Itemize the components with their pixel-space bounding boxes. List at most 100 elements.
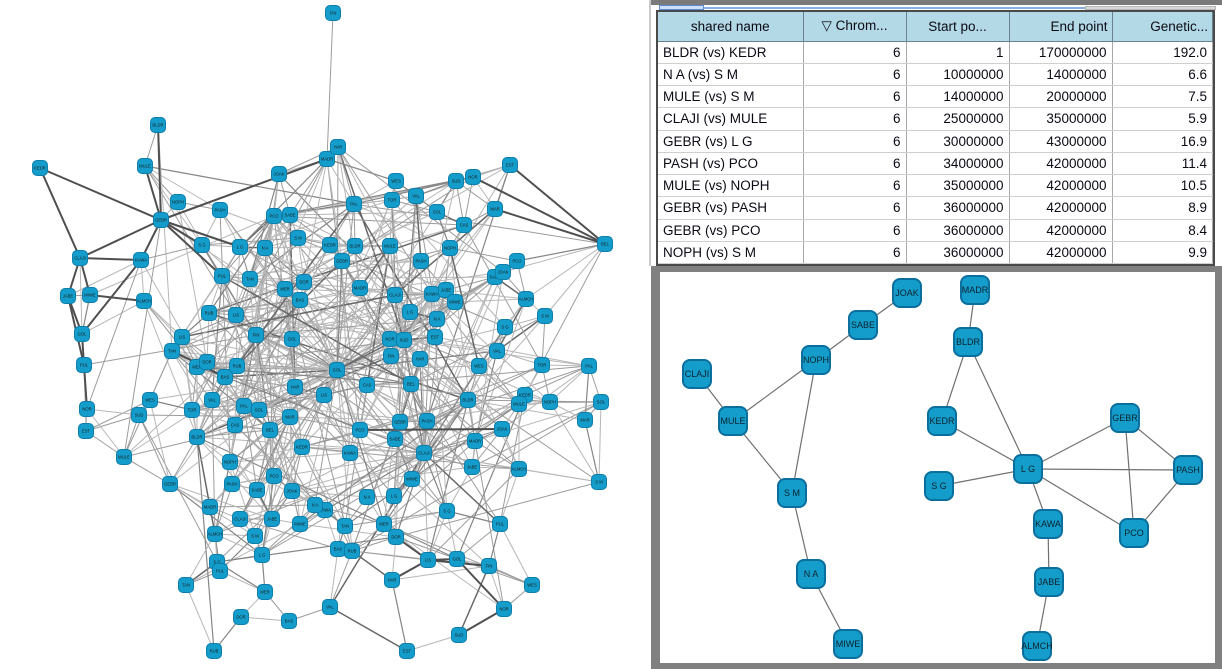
- svg-text:MULE: MULE: [720, 416, 745, 426]
- svg-text:NOPH: NOPH: [544, 400, 556, 405]
- svg-text:KAWA: KAWA: [135, 258, 147, 263]
- svg-text:N A: N A: [312, 503, 319, 508]
- svg-text:DOR: DOR: [202, 360, 211, 365]
- svg-text:ALMCH: ALMCH: [1021, 641, 1053, 651]
- svg-text:JABE: JABE: [267, 517, 278, 522]
- svg-text:SABE: SABE: [251, 488, 262, 493]
- svg-text:EST: EST: [431, 335, 440, 340]
- svg-text:SABE: SABE: [284, 213, 295, 218]
- svg-text:CLAJI: CLAJI: [234, 517, 245, 522]
- svg-text:TAN: TAN: [182, 583, 190, 588]
- svg-text:KAWA: KAWA: [426, 292, 438, 297]
- svg-text:DOR: DOR: [391, 535, 400, 540]
- svg-text:PASH: PASH: [1176, 465, 1200, 475]
- svg-text:TOR: TOR: [388, 198, 397, 203]
- svg-text:MULE: MULE: [513, 402, 525, 407]
- svg-text:BAS: BAS: [296, 298, 305, 303]
- svg-text:CAS: CAS: [363, 383, 372, 388]
- svg-text:WES: WES: [474, 364, 484, 369]
- svg-text:TAN: TAN: [168, 349, 176, 354]
- svg-text:S G: S G: [443, 509, 450, 514]
- svg-text:BEL: BEL: [266, 428, 275, 433]
- svg-text:VAL: VAL: [493, 349, 501, 354]
- svg-text:MER: MER: [192, 365, 201, 370]
- svg-text:DOR: DOR: [299, 280, 308, 285]
- svg-text:SABE: SABE: [389, 437, 400, 442]
- svg-text:PUL: PUL: [218, 274, 227, 279]
- svg-text:GOL: GOL: [453, 557, 463, 562]
- svg-text:NOR: NOR: [468, 175, 477, 180]
- svg-text:SOL: SOL: [597, 400, 606, 405]
- svg-text:CLAJI: CLAJI: [389, 293, 400, 298]
- svg-text:GEBR: GEBR: [394, 420, 406, 425]
- svg-text:PASH: PASH: [421, 419, 432, 424]
- svg-text:NOR: NOR: [82, 407, 91, 412]
- svg-text:RUB: RUB: [205, 311, 214, 316]
- svg-text:L G: L G: [237, 245, 244, 250]
- svg-text:PCO: PCO: [269, 214, 279, 219]
- svg-text:SABE: SABE: [851, 320, 875, 330]
- svg-text:PUL: PUL: [216, 569, 225, 574]
- svg-text:CLAJI: CLAJI: [418, 451, 429, 456]
- svg-text:PUL: PUL: [496, 522, 505, 527]
- svg-text:NOPH: NOPH: [224, 460, 236, 465]
- svg-text:GOL: GOL: [333, 368, 343, 373]
- svg-text:WES: WES: [527, 583, 537, 588]
- svg-text:N A: N A: [364, 495, 371, 500]
- svg-text:S M: S M: [251, 534, 259, 539]
- svg-text:TAN: TAN: [341, 524, 349, 529]
- svg-text:BLDR: BLDR: [462, 398, 473, 403]
- svg-text:PAL: PAL: [585, 364, 593, 369]
- svg-text:L G: L G: [259, 553, 266, 558]
- svg-text:ALMCH: ALMCH: [208, 532, 223, 537]
- svg-text:PCO: PCO: [1124, 528, 1144, 538]
- svg-text:KEDR: KEDR: [519, 393, 531, 398]
- svg-text:GEBR: GEBR: [1112, 413, 1138, 423]
- svg-text:JABE: JABE: [467, 465, 478, 470]
- svg-text:RUB: RUB: [210, 649, 219, 654]
- svg-text:PUL: PUL: [80, 363, 89, 368]
- svg-text:FIN: FIN: [486, 564, 493, 569]
- svg-text:HAR: HAR: [291, 385, 300, 390]
- svg-text:PAL: PAL: [350, 202, 358, 207]
- svg-text:PCO: PCO: [269, 474, 279, 479]
- svg-text:NOPH: NOPH: [444, 246, 456, 251]
- svg-text:PCO: PCO: [512, 259, 522, 264]
- svg-text:L G: L G: [407, 310, 414, 315]
- svg-text:MAR: MAR: [285, 415, 294, 420]
- svg-text:BLDR: BLDR: [956, 337, 981, 347]
- svg-text:MER: MER: [379, 522, 388, 527]
- svg-text:PAL: PAL: [240, 404, 248, 409]
- svg-text:MAR: MAR: [490, 207, 499, 212]
- svg-text:WES: WES: [391, 179, 401, 184]
- svg-text:JOAK: JOAK: [895, 288, 919, 298]
- svg-text:S M: S M: [595, 480, 603, 485]
- svg-text:SUD: SUD: [400, 338, 409, 343]
- svg-text:CLAJI: CLAJI: [74, 256, 85, 261]
- svg-text:TOR: TOR: [188, 408, 197, 413]
- svg-text:S M: S M: [784, 488, 800, 498]
- svg-text:KEDR: KEDR: [296, 445, 308, 450]
- svg-text:EST: EST: [82, 429, 91, 434]
- svg-text:NOR: NOR: [385, 337, 394, 342]
- svg-text:DOR: DOR: [236, 615, 245, 620]
- svg-text:CAS: CAS: [231, 423, 240, 428]
- svg-text:MIWE: MIWE: [836, 639, 861, 649]
- svg-text:JOAK: JOAK: [287, 489, 298, 494]
- svg-text:VAL: VAL: [412, 194, 420, 199]
- svg-text:SUD: SUD: [455, 633, 464, 638]
- svg-text:S G: S G: [931, 481, 947, 491]
- svg-text:HAR: HAR: [334, 145, 343, 150]
- svg-text:VAL: VAL: [326, 605, 334, 610]
- svg-text:VAL: VAL: [208, 398, 216, 403]
- svg-text:MIWE: MIWE: [294, 522, 306, 527]
- svg-text:N A: N A: [262, 246, 269, 251]
- svg-text:WES: WES: [145, 398, 155, 403]
- svg-text:N A: N A: [804, 569, 819, 579]
- svg-text:MADR: MADR: [321, 157, 333, 162]
- svg-text:BAS: BAS: [334, 547, 343, 552]
- svg-text:KAWA: KAWA: [344, 451, 356, 456]
- svg-text:JABE: JABE: [441, 288, 452, 293]
- svg-text:RUB: RUB: [233, 364, 242, 369]
- svg-text:BEL: BEL: [407, 382, 416, 387]
